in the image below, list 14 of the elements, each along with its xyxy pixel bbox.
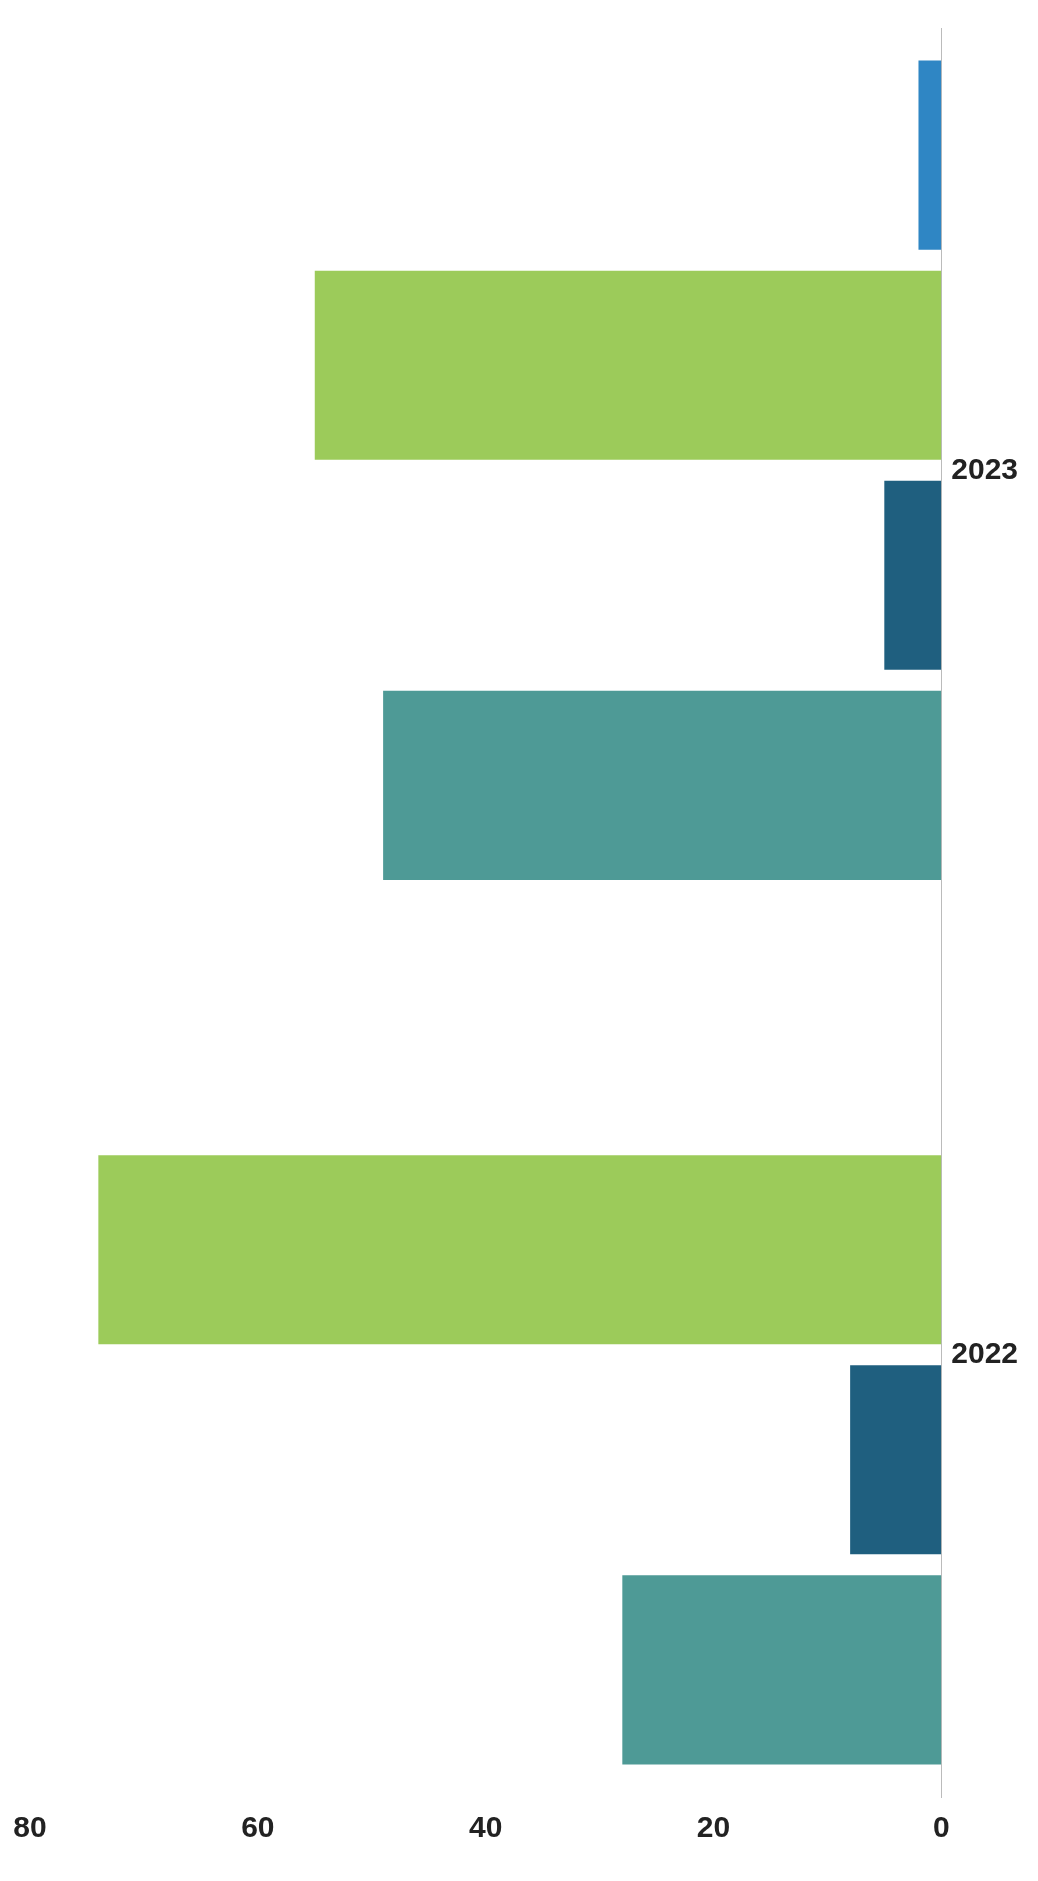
bar xyxy=(314,270,942,460)
x-tick-label: 40 xyxy=(468,1810,503,1844)
x-tick-label: 80 xyxy=(13,1810,47,1844)
bar xyxy=(918,60,942,250)
x-tick-label: 0 xyxy=(932,1810,950,1844)
bar xyxy=(622,1575,942,1765)
y-tick-label: 2022 xyxy=(951,1336,1019,1370)
bar xyxy=(884,480,942,670)
bar xyxy=(850,1365,942,1555)
y-tick-label: 2023 xyxy=(951,451,1019,485)
bar xyxy=(98,1155,942,1345)
x-tick-label: 60 xyxy=(241,1810,275,1844)
bar xyxy=(383,690,942,880)
x-tick-label: 20 xyxy=(696,1810,731,1844)
